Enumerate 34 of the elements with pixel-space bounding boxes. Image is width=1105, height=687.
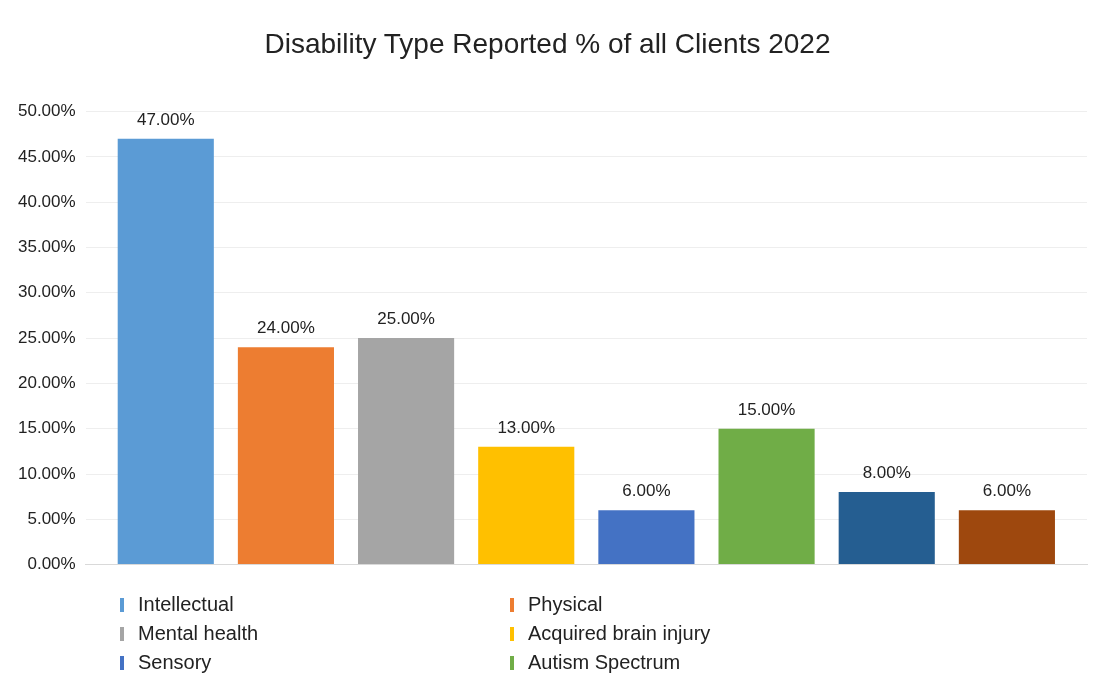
y-tick-label: 30.00%: [17, 282, 76, 302]
data-label: 25.00%: [377, 309, 435, 329]
data-label: 24.00%: [257, 318, 315, 338]
bar: [117, 138, 214, 565]
bar: [718, 428, 815, 565]
bar: [358, 338, 455, 565]
y-tick-label: 0.00%: [27, 554, 76, 574]
data-label: 6.00%: [982, 481, 1031, 501]
y-tick-label: 25.00%: [17, 327, 76, 347]
bar: [838, 492, 935, 565]
data-label: 47.00%: [136, 109, 195, 129]
bar: [237, 347, 334, 565]
y-tick-label: 15.00%: [17, 418, 76, 438]
legend-label: Autism Spectrum: [528, 651, 681, 674]
data-label: 8.00%: [862, 463, 911, 483]
y-tick-label: 45.00%: [17, 146, 76, 166]
data-label: 15.00%: [737, 399, 796, 419]
legend-label: Intellectual: [138, 593, 234, 616]
legend-label: Mental health: [138, 622, 259, 645]
legend-label: Acquired brain injury: [528, 622, 711, 645]
y-tick-label: 40.00%: [17, 191, 76, 211]
data-label: 6.00%: [622, 481, 671, 501]
data-label: 13.00%: [497, 418, 556, 438]
legend-label: Physical: [528, 593, 603, 616]
y-tick-label: 20.00%: [17, 373, 76, 393]
y-tick-label: 5.00%: [27, 508, 76, 528]
y-tick-label: 50.00%: [17, 101, 76, 121]
chart-title: Disability Type Reported % of all Clients 2022: [264, 27, 831, 59]
y-tick-label: 10.00%: [17, 463, 76, 483]
legend-label: Sensory: [138, 651, 212, 674]
y-tick-label: 35.00%: [17, 237, 76, 257]
bar: [478, 446, 575, 565]
bar: [598, 510, 695, 565]
bar: [958, 510, 1055, 565]
